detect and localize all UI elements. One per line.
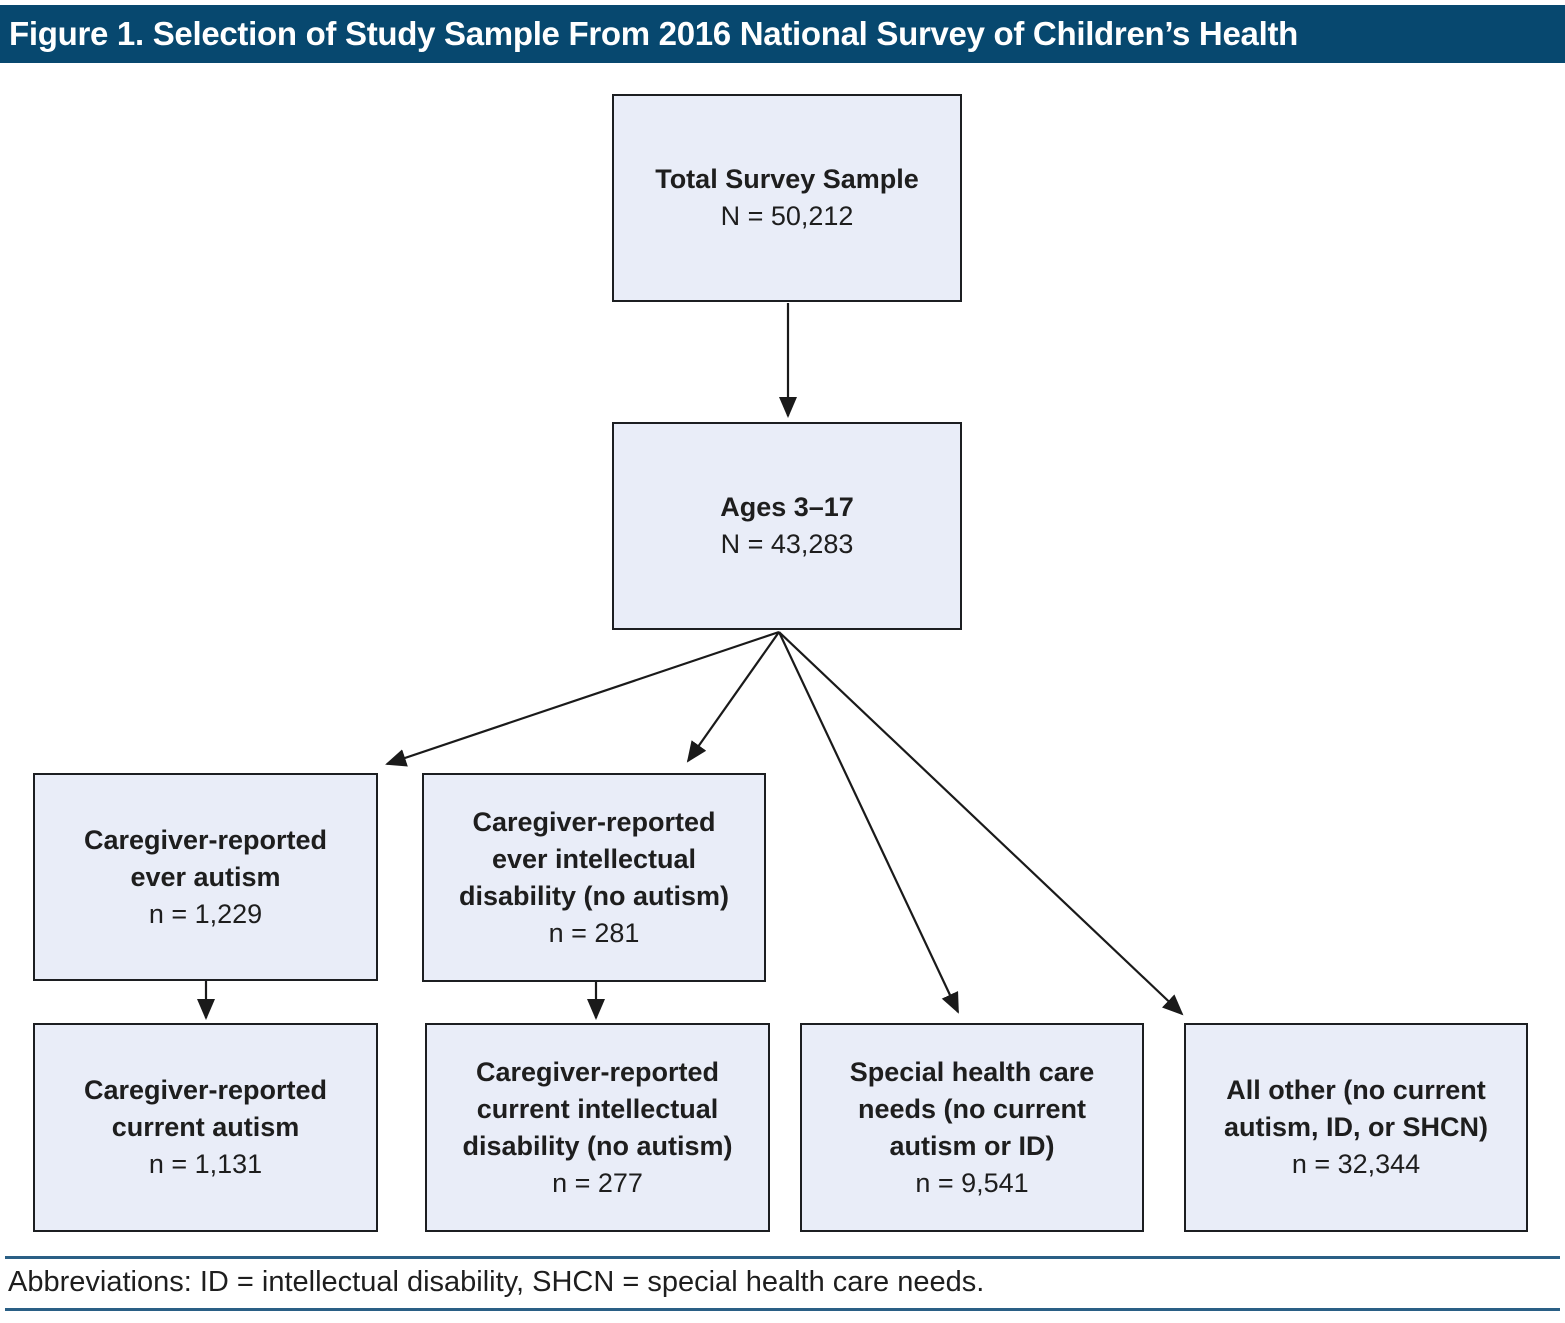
node-label: Caregiver-reported ever intellectual dis… [458,806,730,911]
node-n-value: n = 9,541 [915,1167,1029,1198]
node-ages-3-17: Ages 3–17 N = 43,283 [612,422,962,630]
footnote-text: Abbreviations: ID = intellectual disabil… [8,1266,985,1298]
arrow-ages-to-shcn [778,631,959,1014]
node-label: Ages 3–17 [720,492,854,522]
figure-title-bar: Figure 1. Selection of Study Sample From… [0,5,1565,63]
arrow-ages-to-ever-autism [385,630,780,767]
node-label: Caregiver-reported ever autism [83,824,328,892]
node-ever-autism: Caregiver-reported ever autism n = 1,229 [33,773,378,981]
footnote-rule-top [5,1256,1560,1259]
node-n-value: n = 281 [548,917,640,948]
node-n-value: n = 277 [552,1167,643,1198]
node-label: Caregiver-reported current intellectual … [462,1056,733,1161]
node-label: Total Survey Sample [655,164,919,194]
node-n-value: n = 1,229 [148,898,263,929]
node-n-value: N = 43,283 [720,529,854,559]
node-special-health-care-needs: Special health care needs (no current au… [800,1023,1144,1232]
node-n-value: N = 50,212 [720,201,854,231]
node-label: Caregiver-reported current autism [83,1075,328,1142]
node-label: All other (no current autism, ID, or SHC… [1223,1075,1489,1142]
arrow-ages-to-all-other [778,631,1184,1016]
node-label: Special health care needs (no current au… [849,1056,1095,1161]
node-total-survey-sample: Total Survey Sample N = 50,212 [612,94,962,302]
footnote-rule-bottom [5,1308,1560,1311]
node-current-intellectual-disability: Caregiver-reported current intellectual … [425,1023,770,1232]
node-ever-intellectual-disability: Caregiver-reported ever intellectual dis… [422,773,766,982]
node-current-autism: Caregiver-reported current autism n = 1,… [33,1023,378,1232]
figure-title: Figure 1. Selection of Study Sample From… [9,15,1298,52]
node-n-value: n = 32,344 [1291,1149,1421,1179]
arrow-ages-to-ever-id [686,631,780,763]
node-n-value: n = 1,131 [148,1149,263,1179]
node-all-other: All other (no current autism, ID, or SHC… [1184,1023,1528,1232]
